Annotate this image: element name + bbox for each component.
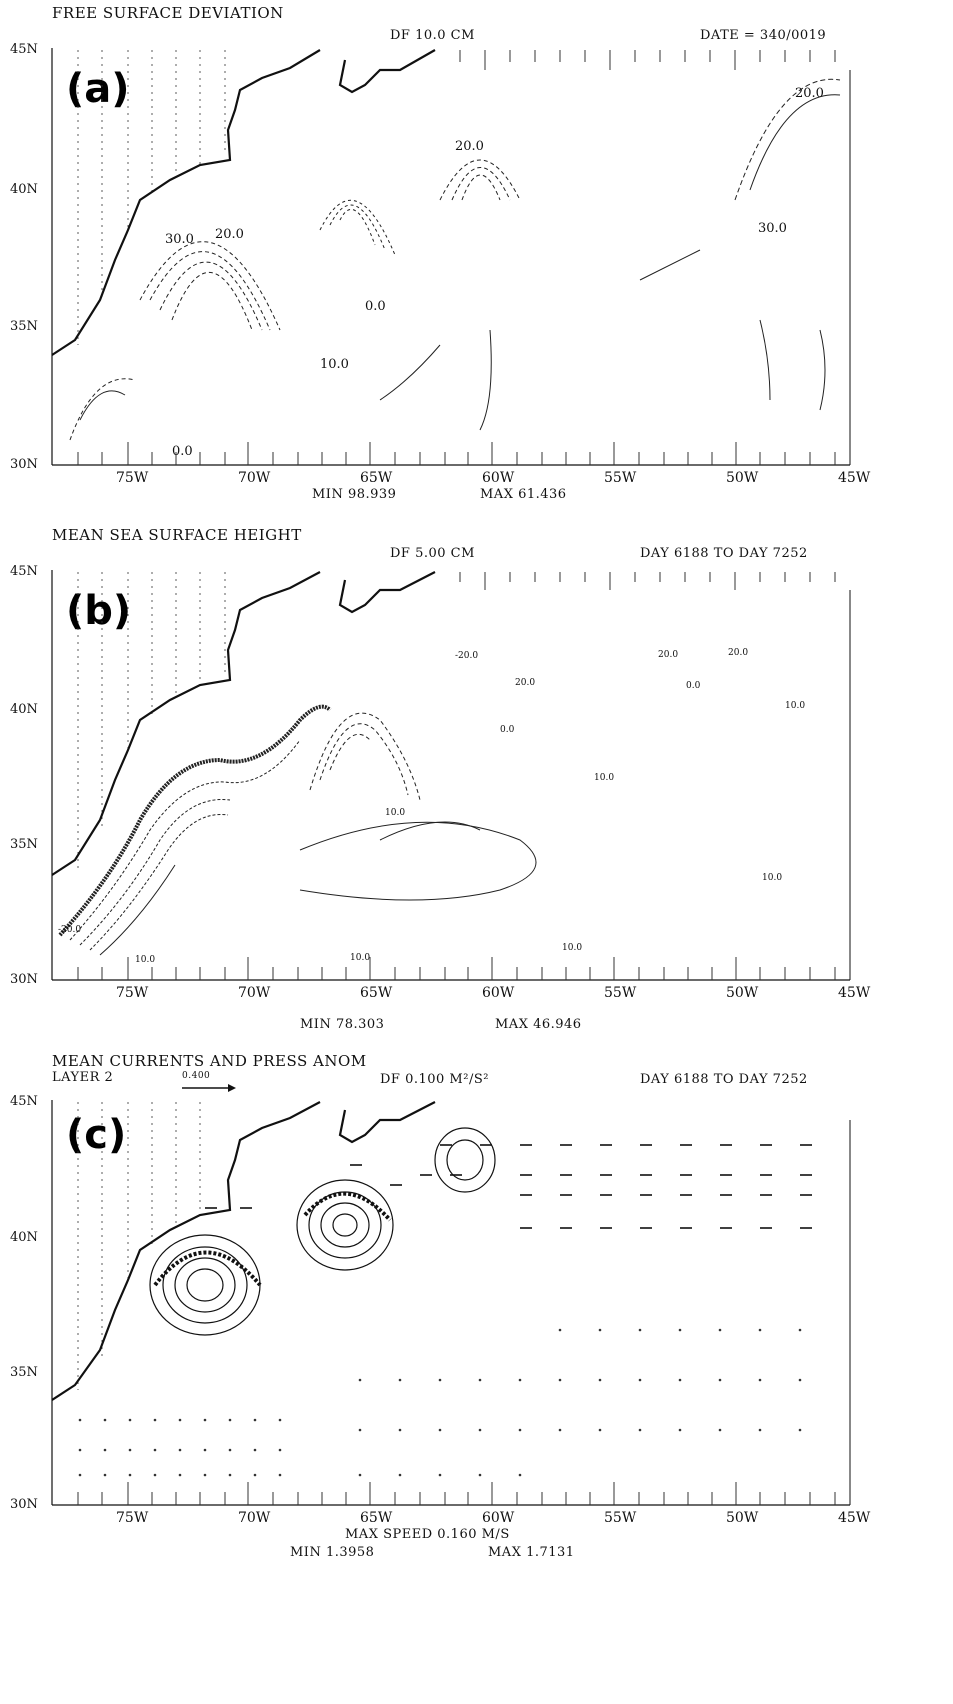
lon-label-60w: 60W <box>482 985 515 1001</box>
lon-label-70w: 70W <box>238 985 271 1001</box>
min-value: MIN 78.303 <box>300 1017 385 1032</box>
panel-label: (b) <box>66 588 132 634</box>
contour-label: 10.0 <box>350 953 370 963</box>
contour-label: 10.0 <box>594 773 614 783</box>
contour-label: 10.0 <box>785 701 805 711</box>
contour-label: 20.0 <box>658 650 678 660</box>
contour-lines <box>69 78 841 441</box>
plot-frame <box>51 1100 851 1506</box>
layer-label: LAYER 2 <box>52 1070 114 1085</box>
lon-label-65w: 65W <box>360 470 393 486</box>
land-hatching <box>77 572 226 870</box>
contour-label: 0.0 <box>686 681 701 691</box>
lon-label-75w: 75W <box>116 470 149 486</box>
lon-label-65w: 65W <box>360 985 393 1001</box>
lon-label-50w: 50W <box>726 985 759 1001</box>
plot-frame <box>51 48 851 466</box>
contour-label: -20.0 <box>58 925 81 935</box>
contour-label: 30.0 <box>758 221 787 236</box>
lon-label-55w: 55W <box>604 985 637 1001</box>
map-plot: 45N 40N 35N 30N 75W 70W 65W 60W 55W 50W … <box>10 42 871 486</box>
bottom-ticks <box>77 957 836 980</box>
bottom-ticks <box>77 1482 836 1505</box>
date-range: DAY 6188 TO DAY 7252 <box>640 1072 808 1087</box>
lat-label-45n: 45N <box>10 42 38 57</box>
panel-title: MEAN CURRENTS AND PRESS ANOM <box>52 1052 367 1070</box>
contour-label: 30.0 <box>165 232 194 247</box>
date-range: DAY 6188 TO DAY 7252 <box>640 546 808 561</box>
panel-label: (a) <box>66 66 130 112</box>
lon-label-75w: 75W <box>116 985 149 1001</box>
map-plot: 45N 40N 35N 30N 75W 70W 65W 60W 55W 50W … <box>10 1094 871 1526</box>
contour-label: 10.0 <box>562 943 582 953</box>
lon-label-50w: 50W <box>726 1510 759 1526</box>
contour-label: 10.0 <box>762 873 782 883</box>
min-value: MIN 98.939 <box>312 487 397 502</box>
lon-label-55w: 55W <box>604 1510 637 1526</box>
panel-label: (c) <box>66 1112 127 1158</box>
contour-label: -20.0 <box>455 651 478 661</box>
plot-frame <box>51 570 851 981</box>
coastline <box>51 1101 436 1401</box>
contour-label: 20.0 <box>515 678 535 688</box>
lat-label-35n: 35N <box>10 1365 38 1380</box>
lat-label-40n: 40N <box>10 1230 38 1245</box>
lat-label-40n: 40N <box>10 182 38 197</box>
lat-label-45n: 45N <box>10 1094 38 1109</box>
contour-label: 20.0 <box>728 648 748 658</box>
top-ticks <box>459 572 836 590</box>
lon-label-50w: 50W <box>726 470 759 486</box>
lon-label-60w: 60W <box>482 1510 515 1526</box>
lat-label-45n: 45N <box>10 564 38 579</box>
lon-label-70w: 70W <box>238 470 271 486</box>
lat-label-35n: 35N <box>10 837 38 852</box>
contour-label: 10.0 <box>320 357 349 372</box>
lon-label-70w: 70W <box>238 1510 271 1526</box>
lon-label-45w: 45W <box>838 1510 871 1526</box>
contour-label: 0.0 <box>365 299 386 314</box>
lat-label-30n: 30N <box>10 1497 38 1512</box>
contour-label: 20.0 <box>455 139 484 154</box>
reference-vector-arrow <box>182 1084 236 1092</box>
panel-title: FREE SURFACE DEVIATION <box>52 4 284 22</box>
contour-interval: DF 10.0 CM <box>390 28 475 43</box>
min-value: MIN 1.3958 <box>290 1545 375 1560</box>
lat-label-30n: 30N <box>10 972 38 987</box>
current-vectors <box>205 1144 812 1229</box>
max-value: MAX 46.946 <box>495 1017 582 1032</box>
max-value: MAX 61.436 <box>480 487 567 502</box>
vector-dots <box>78 1328 802 1477</box>
max-speed: MAX SPEED 0.160 M/S <box>345 1527 510 1542</box>
lon-label-45w: 45W <box>838 985 871 1001</box>
lat-label-30n: 30N <box>10 457 38 472</box>
contour-label: 0.0 <box>500 725 515 735</box>
map-plot: 45N 40N 35N 30N 75W 70W 65W 60W 55W 50W … <box>10 564 871 1001</box>
contour-interval: DF 0.100 M²/S² <box>380 1072 489 1087</box>
lon-label-60w: 60W <box>482 470 515 486</box>
lat-label-35n: 35N <box>10 319 38 334</box>
date-info: DATE = 340/0019 <box>700 28 827 43</box>
lat-label-40n: 40N <box>10 702 38 717</box>
land-hatching <box>77 1102 201 1390</box>
lon-label-45w: 45W <box>838 470 871 486</box>
panel-title: MEAN SEA SURFACE HEIGHT <box>52 526 302 544</box>
reference-vector-label: 0.400 <box>182 1071 211 1081</box>
contour-label: 20.0 <box>795 86 824 101</box>
contour-label: 20.0 <box>215 227 244 242</box>
lon-label-75w: 75W <box>116 1510 149 1526</box>
current-eddies <box>149 1127 496 1336</box>
contour-lines <box>58 704 537 956</box>
contour-label: 10.0 <box>135 955 155 965</box>
lon-label-55w: 55W <box>604 470 637 486</box>
bottom-ticks <box>77 442 836 465</box>
top-ticks <box>459 50 836 70</box>
lon-label-65w: 65W <box>360 1510 393 1526</box>
coastline <box>51 571 436 876</box>
contour-label: 0.0 <box>172 444 193 459</box>
max-value: MAX 1.7131 <box>488 1545 575 1560</box>
land-hatching <box>77 50 226 345</box>
coastline <box>51 49 436 356</box>
contour-label: 10.0 <box>385 808 405 818</box>
contour-interval: DF 5.00 CM <box>390 546 475 561</box>
